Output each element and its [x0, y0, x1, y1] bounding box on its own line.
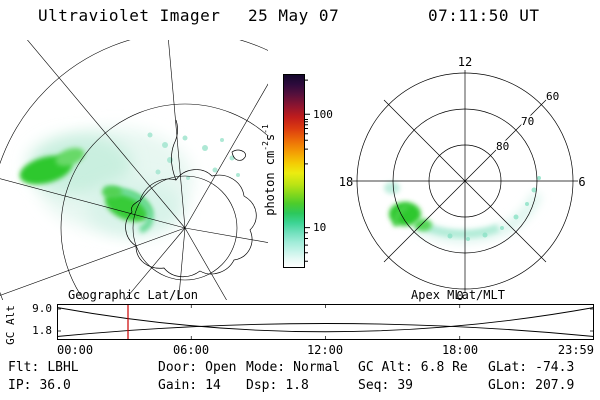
status-ip-label: IP:	[8, 378, 32, 393]
status-glat-value: -74.3	[535, 360, 575, 375]
aurora-arc	[104, 186, 154, 234]
colorbar-label-sup1exp: -1	[261, 124, 270, 134]
apex-grid	[352, 70, 578, 292]
colorbar-label: photon cm-2s-1	[261, 74, 277, 266]
status-dsp-label: Dsp:	[246, 378, 278, 393]
status-gain-value: 14	[205, 378, 221, 393]
status-gain: Gain: 14	[158, 378, 221, 393]
gcalt-ytick-bottom: 1.8	[32, 324, 52, 337]
status-ip: IP: 36.0	[8, 378, 71, 393]
aurora-speckle	[155, 169, 161, 175]
status-gcalt-value: 6.8 Re	[420, 360, 468, 375]
gcalt-ytick-top: 9.0	[32, 302, 52, 315]
aurora-speckle	[220, 138, 224, 142]
colorbar-ticks	[305, 79, 310, 262]
xtick-1800: 18:00	[441, 343, 479, 357]
status-seq: Seq: 39	[358, 378, 413, 393]
status-door-label: Door:	[158, 360, 198, 375]
status-seq-label: Seq:	[358, 378, 390, 393]
status-ip-value: 36.0	[39, 378, 71, 393]
status-gcalt: GC Alt: 6.8 Re	[358, 360, 468, 375]
mlt-label-18: 18	[339, 175, 353, 189]
status-gain-label: Gain:	[158, 378, 198, 393]
status-flt-label: Flt:	[8, 360, 40, 375]
aurora-speckle	[212, 167, 218, 173]
xtick-0000: 00:00	[57, 343, 94, 357]
aurora-speckle	[236, 173, 240, 177]
gcalt-upper-curve	[57, 307, 594, 333]
aurora-speckle	[525, 202, 529, 206]
status-door-value: Open	[205, 360, 237, 375]
apex-aurora	[384, 176, 542, 242]
status-glon-label: GLon:	[488, 378, 528, 393]
colorbar-label-pre: photon cm	[263, 150, 277, 216]
status-glat-label: GLat:	[488, 360, 528, 375]
aurora-speckle	[162, 142, 168, 148]
apex-polar-panel: 12 18 6 0 60 70 80	[339, 55, 586, 303]
aurora-blob	[102, 186, 122, 198]
aurora-speckle	[466, 237, 470, 241]
aurora-blob	[384, 182, 400, 194]
aurora-speckle	[537, 176, 541, 180]
mlat-label-80: 80	[496, 140, 509, 153]
mlat-label-70: 70	[521, 115, 534, 128]
colorbar-tick-label-100: 100	[313, 108, 333, 121]
status-flt: Flt: LBHL	[8, 360, 79, 375]
aurora-speckle	[513, 214, 519, 220]
status-mode-label: Mode:	[246, 360, 286, 375]
status-glon-value: 207.9	[535, 378, 575, 393]
caption-apex: Apex MLat/MLT	[411, 288, 505, 302]
mlt-label-0: 0	[456, 289, 463, 303]
status-door: Door: Open	[158, 360, 236, 375]
status-dsp: Dsp: 1.8	[246, 378, 309, 393]
aurora-speckle	[147, 132, 153, 138]
header-time: 07:11:50 UT	[428, 6, 540, 25]
aurora-speckle	[182, 135, 188, 141]
xtick-0600: 06:00	[172, 343, 210, 357]
mlt-label-12: 12	[458, 55, 472, 69]
status-glat: GLat: -74.3	[488, 360, 574, 375]
aurora-speckles	[447, 176, 541, 241]
header-title: Ultraviolet Imager	[38, 6, 221, 25]
status-dsp-value: 1.8	[285, 378, 309, 393]
xtick-1200: 12:00	[306, 343, 344, 357]
geo-grid	[0, 40, 268, 300]
status-gcalt-label: GC Alt:	[358, 360, 413, 375]
aurora-blob	[414, 219, 432, 231]
aurora-speckle	[202, 145, 208, 151]
status-flt-value: LBHL	[47, 360, 79, 375]
colorbar-gradient	[283, 74, 305, 268]
aurora-speckle	[447, 233, 453, 239]
colorbar-tick-label-10: 10	[313, 221, 327, 234]
geo-coastline	[125, 119, 257, 277]
geo-map-panel	[0, 40, 268, 300]
aurora-speckle	[186, 176, 190, 180]
xtick-2359: 23:59	[557, 343, 594, 357]
aurora-speckle	[482, 232, 488, 238]
caption-geographic: Geographic Lat/Lon	[67, 288, 199, 302]
colorbar-label-sup2exp: -2	[261, 141, 270, 151]
aurora-speckle	[500, 226, 504, 230]
geo-aurora	[19, 128, 240, 236]
aurora-speckle	[531, 187, 537, 193]
status-glon: GLon: 207.9	[488, 378, 574, 393]
strip-axis-ticks	[57, 304, 594, 340]
gcalt-strip-chart	[57, 304, 594, 340]
mlt-label-6: 6	[578, 175, 585, 189]
status-mode-value: Normal	[293, 360, 341, 375]
status-mode: Mode: Normal	[246, 360, 340, 375]
strip-frame	[57, 304, 594, 340]
mlt-line-diag2	[383, 99, 547, 263]
gcalt-axis-label: GC Alt	[4, 305, 17, 345]
aurora-speckle	[167, 157, 173, 163]
gcalt-lower-curve	[57, 323, 594, 337]
aurora-blob	[55, 147, 85, 167]
header-date: 25 May 07	[248, 6, 340, 25]
aurora-arc	[393, 203, 410, 227]
mlat-label-60: 60	[546, 90, 559, 103]
status-seq-value: 39	[397, 378, 413, 393]
